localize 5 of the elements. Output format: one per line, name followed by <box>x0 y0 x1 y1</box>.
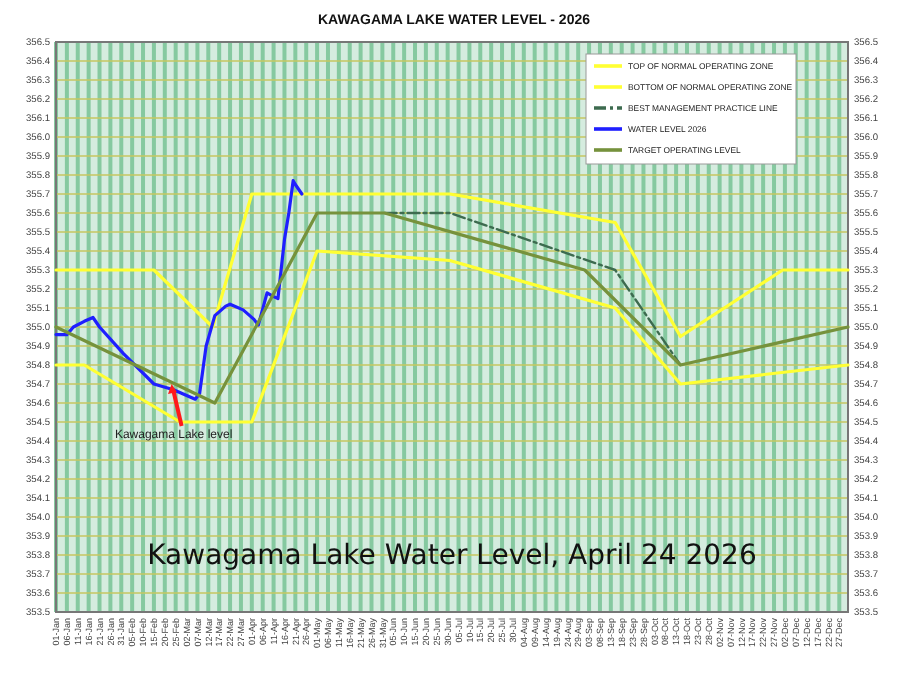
line-series <box>54 179 304 401</box>
line-series <box>54 211 850 405</box>
line-series <box>54 192 850 339</box>
annotation: Kawagama Lake Water Level, April 24 2026 <box>147 540 757 572</box>
line-series <box>54 249 850 424</box>
